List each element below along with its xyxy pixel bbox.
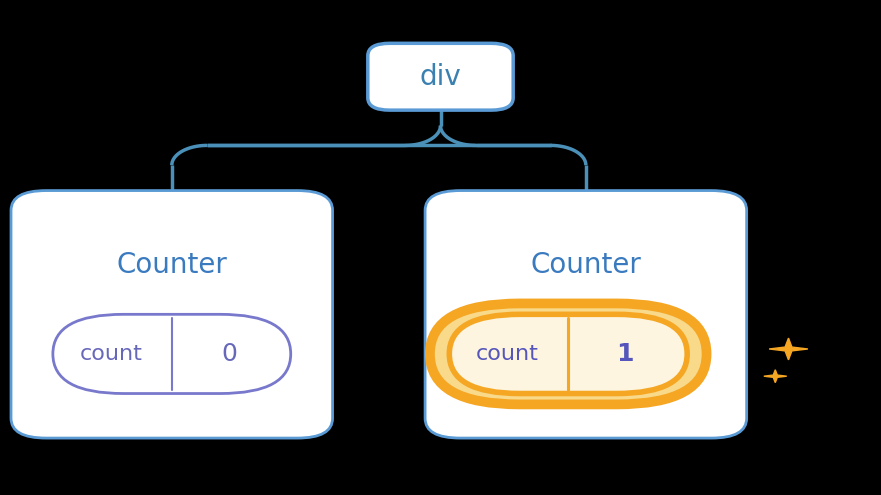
Polygon shape	[769, 338, 808, 360]
Polygon shape	[764, 370, 787, 383]
FancyBboxPatch shape	[11, 191, 332, 438]
Text: count: count	[79, 344, 143, 364]
Text: 0: 0	[221, 342, 237, 366]
FancyBboxPatch shape	[449, 314, 687, 394]
Text: Counter: Counter	[116, 251, 227, 279]
Text: div: div	[419, 63, 462, 91]
Text: Counter: Counter	[530, 251, 641, 279]
Text: 1: 1	[617, 342, 634, 366]
Text: count: count	[476, 344, 539, 364]
FancyBboxPatch shape	[430, 303, 707, 404]
FancyBboxPatch shape	[53, 314, 291, 394]
FancyBboxPatch shape	[368, 44, 513, 110]
FancyBboxPatch shape	[426, 191, 747, 438]
